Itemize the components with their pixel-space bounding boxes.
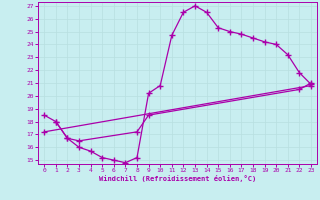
X-axis label: Windchill (Refroidissement éolien,°C): Windchill (Refroidissement éolien,°C) [99, 175, 256, 182]
